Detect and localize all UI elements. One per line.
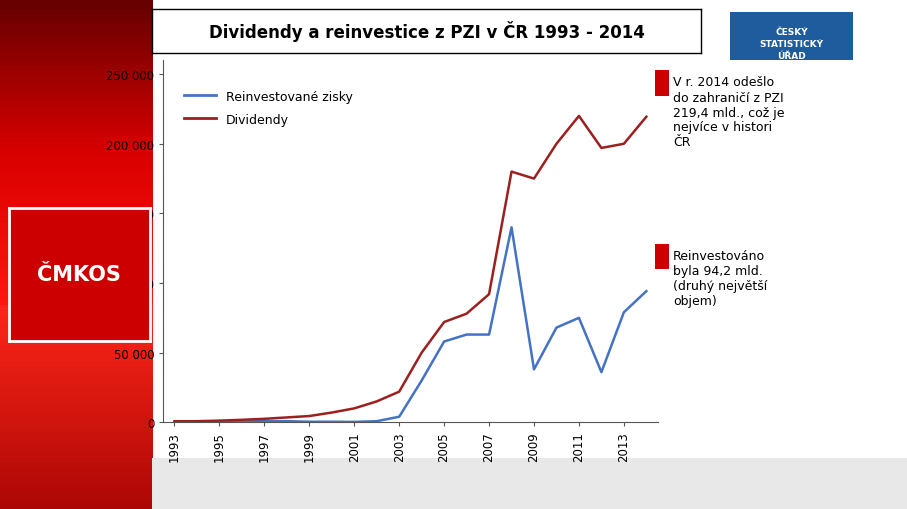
Dividendy (641, 115, 652, 121)
Reinvestované zisky (169, 419, 180, 425)
Text: ČMKOS: ČMKOS (37, 265, 122, 285)
Reinvestované zisky (641, 289, 652, 295)
Dividendy (461, 311, 472, 317)
Reinvestované zisky (349, 419, 360, 425)
Text: V r. 2014 odešlo
do zahraničí z PZI
219,4 mld., což je
nejvíce v histori
ČR: V r. 2014 odešlo do zahraničí z PZI 219,… (673, 76, 785, 149)
Dividendy (619, 142, 629, 148)
Reinvestované zisky (551, 325, 562, 331)
Reinvestované zisky (304, 419, 315, 425)
Reinvestované zisky (596, 370, 607, 376)
Legend: Reinvestované zisky, Dividendy: Reinvestované zisky, Dividendy (180, 86, 357, 131)
Reinvestované zisky (416, 378, 427, 384)
Dividendy (304, 413, 315, 419)
Reinvestované zisky (237, 418, 248, 425)
Text: Dividendy a reinvestice z PZI v ČR 1993 - 2014: Dividendy a reinvestice z PZI v ČR 1993 … (209, 21, 645, 42)
Text: Reinvestováno
byla 94,2 mld.
(druhý největší
objem): Reinvestováno byla 94,2 mld. (druhý nejv… (673, 249, 767, 307)
Dividendy (416, 350, 427, 356)
Reinvestované zisky (371, 418, 382, 425)
Dividendy (169, 418, 180, 425)
Reinvestované zisky (506, 225, 517, 231)
Dividendy (394, 389, 405, 395)
Reinvestované zisky (483, 332, 494, 338)
Reinvestované zisky (573, 315, 584, 321)
Dividendy (281, 414, 292, 420)
Reinvestované zisky (461, 332, 472, 338)
Dividendy (506, 169, 517, 175)
Reinvestované zisky (214, 419, 225, 425)
Dividendy (258, 416, 269, 422)
Dividendy (371, 399, 382, 405)
Reinvestované zisky (281, 418, 292, 425)
Dividendy (237, 417, 248, 423)
Dividendy (573, 114, 584, 120)
Reinvestované zisky (191, 419, 202, 425)
Text: ČESKÝ: ČESKÝ (775, 27, 807, 37)
Text: STATISTICKÝ: STATISTICKÝ (759, 40, 824, 49)
Reinvestované zisky (327, 419, 337, 425)
Dividendy (327, 410, 337, 416)
Line: Dividendy: Dividendy (174, 117, 647, 421)
Reinvestované zisky (439, 339, 450, 345)
Dividendy (529, 176, 540, 182)
Line: Reinvestované zisky: Reinvestované zisky (174, 228, 647, 422)
Reinvestované zisky (619, 309, 629, 316)
Text: ÚŘAD: ÚŘAD (777, 52, 805, 61)
Dividendy (596, 146, 607, 152)
Reinvestované zisky (394, 414, 405, 420)
Dividendy (551, 142, 562, 148)
Reinvestované zisky (529, 366, 540, 373)
Dividendy (214, 418, 225, 424)
Reinvestované zisky (258, 418, 269, 425)
Dividendy (439, 319, 450, 325)
Dividendy (191, 418, 202, 425)
Dividendy (349, 406, 360, 412)
Dividendy (483, 292, 494, 298)
